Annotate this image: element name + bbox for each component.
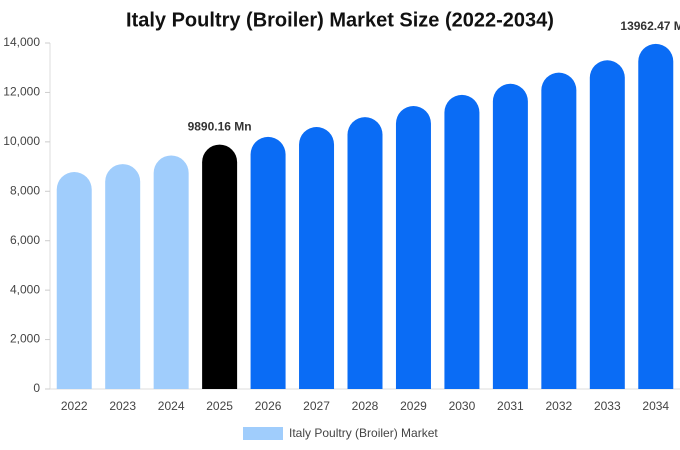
x-tick-label: 2030: [449, 399, 476, 413]
x-tick-label: 2022: [61, 399, 88, 413]
bar: [444, 94, 480, 390]
bar: [202, 144, 238, 389]
y-tick-label: 8,000: [10, 183, 40, 197]
x-tick-label: 2023: [109, 399, 136, 413]
x-tick-label: 2028: [352, 399, 379, 413]
legend-label: Italy Poultry (Broiler) Market: [289, 426, 438, 440]
x-tick-label: 2026: [255, 399, 282, 413]
x-tick-label: 2029: [400, 399, 427, 413]
legend-swatch: [243, 427, 283, 440]
value-label: 13962.47 Mn: [620, 19, 680, 33]
bar: [105, 164, 141, 389]
y-tick-label: 0: [33, 381, 40, 395]
bar: [589, 60, 625, 390]
x-tick-label: 2025: [206, 399, 233, 413]
x-tick-label: 2031: [497, 399, 524, 413]
bar: [395, 106, 431, 390]
y-tick-label: 6,000: [10, 233, 40, 247]
y-tick-label: 10,000: [3, 134, 40, 148]
bar: [299, 127, 335, 389]
y-tick-label: 14,000: [3, 35, 40, 49]
bar: [56, 172, 92, 389]
bar: [541, 72, 577, 390]
x-tick-label: 2027: [303, 399, 330, 413]
y-tick-label: 2,000: [10, 332, 40, 346]
bar: [638, 43, 674, 390]
x-tick-label: 2034: [642, 399, 669, 413]
value-label: 9890.16 Mn: [188, 120, 252, 134]
y-tick-label: 12,000: [3, 85, 40, 99]
bar: [492, 83, 528, 389]
bar: [250, 136, 286, 389]
x-tick-label: 2032: [545, 399, 572, 413]
x-tick-label: 2024: [158, 399, 185, 413]
bar: [153, 155, 189, 389]
x-tick-label: 2033: [594, 399, 621, 413]
chart-title: Italy Poultry (Broiler) Market Size (202…: [126, 9, 554, 31]
y-tick-label: 4,000: [10, 282, 40, 296]
bar: [347, 117, 383, 389]
